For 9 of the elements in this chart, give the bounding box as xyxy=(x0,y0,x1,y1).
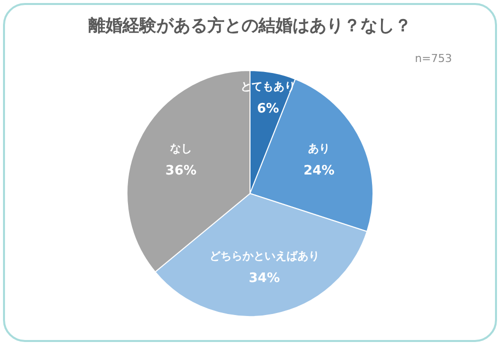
data-label: 24% xyxy=(303,163,335,178)
chart-title: 離婚経験がある方との結婚はあり？なし？ xyxy=(88,15,412,37)
slice-label: どちらかといえばあり xyxy=(209,249,320,262)
data-label: 6% xyxy=(256,102,280,117)
slice-label: なし xyxy=(170,142,192,155)
data-label: 34% xyxy=(248,270,280,286)
data-label: 36% xyxy=(165,163,197,178)
slice-label: あり xyxy=(308,142,330,155)
text: n=753 xyxy=(414,52,452,65)
